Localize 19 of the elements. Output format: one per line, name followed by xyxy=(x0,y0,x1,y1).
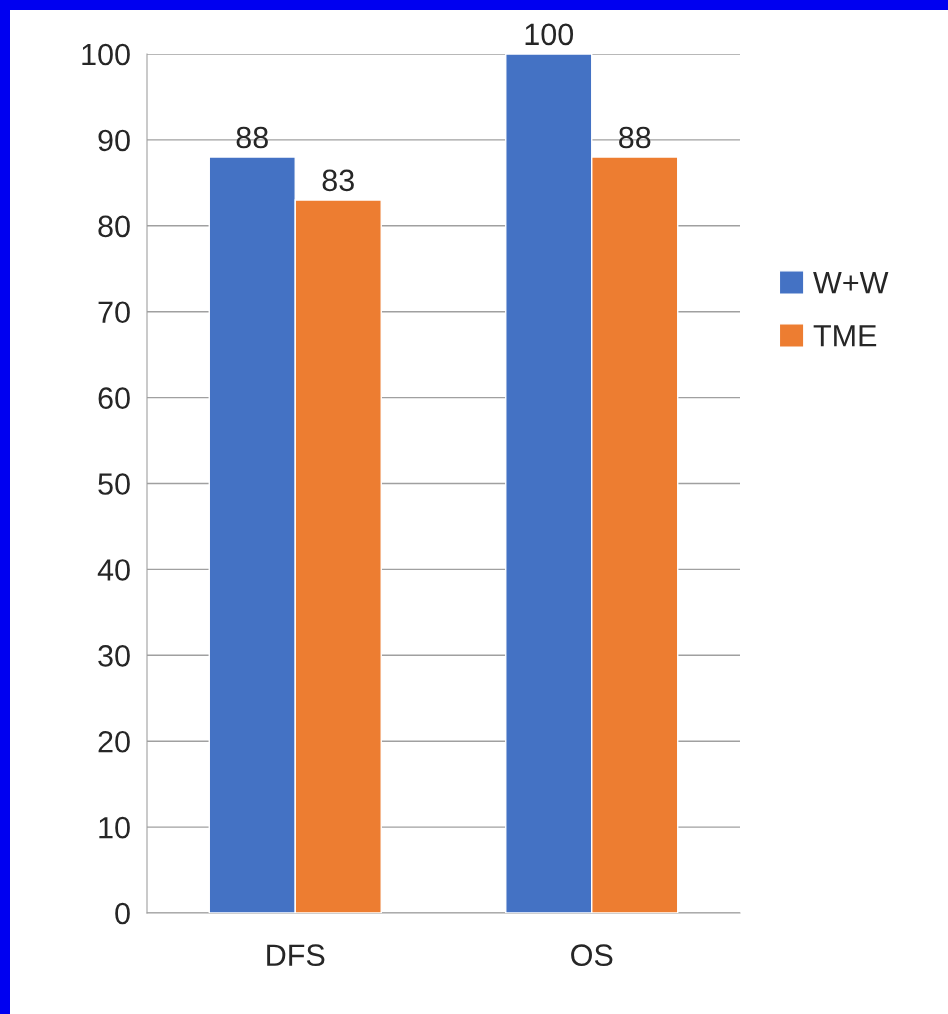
data-label: 100 xyxy=(525,23,574,46)
y-tick-label: 30 xyxy=(98,645,130,667)
y-tick-label: 70 xyxy=(98,301,130,324)
y-tick-label: 60 xyxy=(98,387,130,409)
legend-label: W+W xyxy=(813,272,889,294)
data-label: 88 xyxy=(236,126,268,149)
y-tick-label: 100 xyxy=(82,43,130,66)
data-label: 83 xyxy=(322,169,354,192)
y-tick-label: 80 xyxy=(98,215,130,238)
y-tick-label: 20 xyxy=(98,730,130,753)
legend-label: TME xyxy=(813,325,877,347)
y-tick-label: 10 xyxy=(99,816,130,839)
y-tick-label: 50 xyxy=(98,473,130,495)
data-label: 88 xyxy=(619,126,651,149)
y-tick-label: 0 xyxy=(115,902,130,925)
y-tick-label: 90 xyxy=(98,129,130,152)
y-tick-label: 40 xyxy=(97,559,130,581)
x-tick-label: DFS xyxy=(267,944,325,966)
x-tick-label: OS xyxy=(571,944,613,966)
